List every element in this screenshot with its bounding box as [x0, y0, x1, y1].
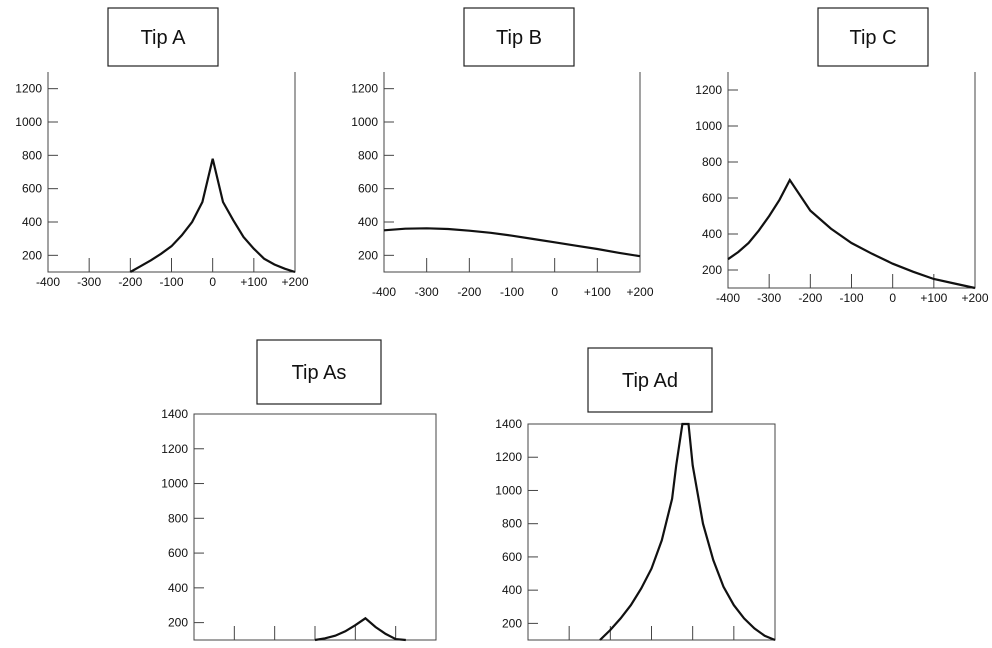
- x-tick-label: 0: [551, 285, 558, 299]
- x-tick-label: +100: [240, 275, 267, 289]
- y-tick-label: 400: [22, 215, 42, 229]
- x-tick-label: -100: [159, 275, 183, 289]
- y-tick-label: 200: [358, 248, 378, 262]
- x-tick-label: -200: [457, 285, 481, 299]
- y-tick-label: 1000: [15, 115, 42, 129]
- chart-title: Tip B: [496, 27, 542, 49]
- x-tick-label: -400: [36, 275, 60, 289]
- y-tick-label: 400: [702, 227, 722, 241]
- series-line: [727, 177, 976, 290]
- chart-title: Tip Ad: [622, 370, 678, 392]
- y-tick-label: 400: [502, 583, 522, 597]
- y-tick-label: 1400: [495, 417, 522, 431]
- y-tick-label: 1000: [351, 115, 378, 129]
- x-tick-label: +100: [584, 285, 611, 299]
- series-line: [314, 616, 406, 642]
- y-tick-label: 1200: [495, 450, 522, 464]
- x-tick-label: -400: [716, 291, 740, 305]
- x-tick-label: +200: [281, 275, 308, 289]
- axis-frame: [383, 72, 641, 273]
- title-box: [587, 347, 713, 413]
- x-tick-label: -100: [500, 285, 524, 299]
- x-tick-label: -300: [757, 291, 781, 305]
- x-tick-label: -300: [415, 285, 439, 299]
- y-tick-label: 1200: [695, 83, 722, 97]
- y-tick-label: 400: [358, 215, 378, 229]
- x-tick-label: -200: [118, 275, 142, 289]
- chart-title: Tip As: [292, 362, 347, 384]
- x-tick-label: +100: [920, 291, 947, 305]
- x-tick-label: -200: [798, 291, 822, 305]
- y-tick-label: 1000: [161, 477, 188, 491]
- axis-frame: [193, 413, 437, 641]
- y-tick-label: 600: [502, 550, 522, 564]
- y-tick-label: 200: [702, 263, 722, 277]
- x-tick-label: +200: [626, 285, 653, 299]
- y-tick-label: 600: [168, 546, 188, 560]
- chart-title: Tip C: [849, 27, 896, 49]
- series-line: [599, 422, 776, 642]
- y-tick-label: 1200: [161, 442, 188, 456]
- x-tick-label: -300: [77, 275, 101, 289]
- x-tick-label: 0: [209, 275, 216, 289]
- y-tick-label: 1200: [351, 82, 378, 96]
- y-tick-label: 200: [502, 616, 522, 630]
- y-tick-label: 600: [22, 182, 42, 196]
- chart-title: Tip A: [141, 27, 186, 49]
- y-tick-label: 400: [168, 581, 188, 595]
- x-tick-label: -100: [839, 291, 863, 305]
- series-line: [383, 227, 641, 258]
- axis-frame: [727, 72, 976, 289]
- y-tick-label: 800: [168, 511, 188, 525]
- y-tick-label: 1000: [695, 119, 722, 133]
- y-tick-label: 1200: [15, 82, 42, 96]
- title-box: [256, 339, 382, 405]
- axis-frame: [47, 72, 296, 273]
- y-tick-label: 800: [502, 517, 522, 531]
- y-tick-label: 1000: [495, 483, 522, 497]
- x-tick-label: -400: [372, 285, 396, 299]
- title-box: [817, 7, 929, 67]
- y-tick-label: 800: [22, 148, 42, 162]
- axis-frame: [527, 423, 776, 641]
- y-tick-label: 800: [358, 148, 378, 162]
- y-tick-label: 600: [702, 191, 722, 205]
- title-box: [463, 7, 575, 67]
- y-tick-label: 200: [168, 616, 188, 630]
- y-tick-label: 200: [22, 248, 42, 262]
- y-tick-label: 600: [358, 182, 378, 196]
- x-tick-label: 0: [889, 291, 896, 305]
- y-tick-label: 800: [702, 155, 722, 169]
- y-tick-label: 1400: [161, 407, 188, 421]
- series-line: [129, 158, 296, 274]
- x-tick-label: +200: [961, 291, 988, 305]
- title-box: [107, 7, 219, 67]
